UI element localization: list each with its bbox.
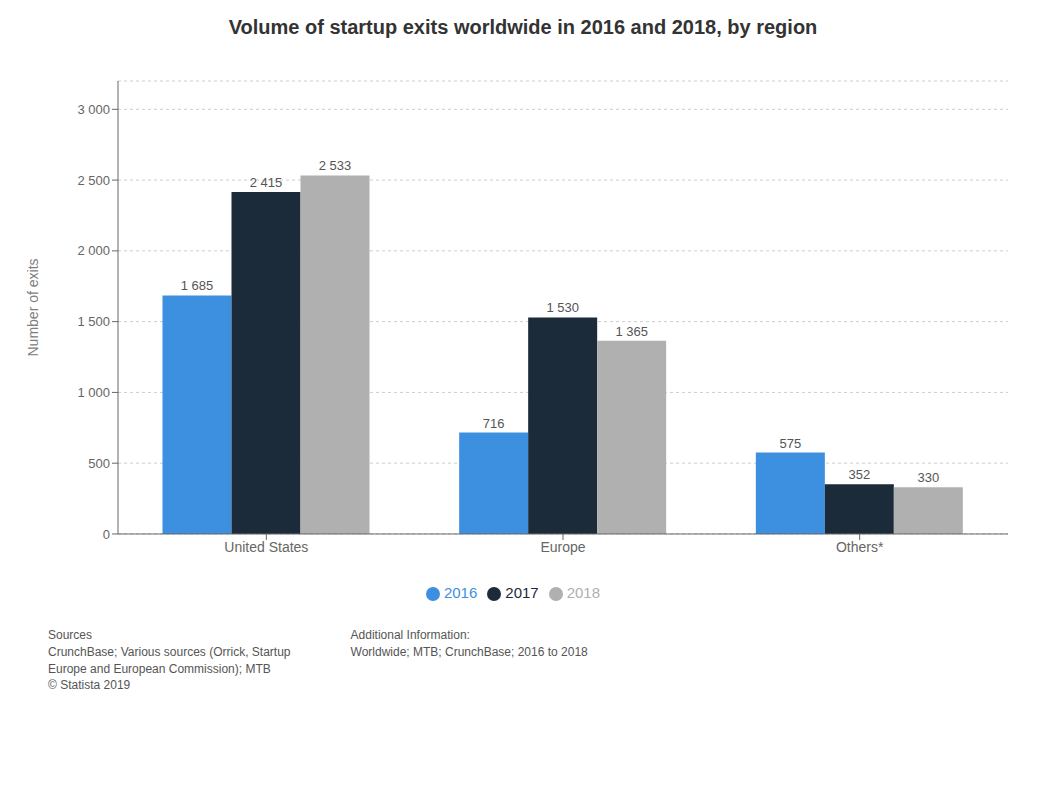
svg-text:1 000: 1 000 xyxy=(77,385,110,400)
html-text:Sources CrunchBase; Various so: Sources CrunchBase; Various sources (Orr… xyxy=(48,628,291,693)
svg-text:2 500: 2 500 xyxy=(77,173,110,188)
svg-text:1 685: 1 685 xyxy=(181,278,214,293)
svg-text:1 365: 1 365 xyxy=(615,324,648,339)
svg-text:2 415: 2 415 xyxy=(250,175,283,190)
svg-text:352: 352 xyxy=(848,467,870,482)
svg-text:Number of exits: Number of exits xyxy=(25,258,41,356)
svg-text:575: 575 xyxy=(779,436,801,451)
svg-text:Europe: Europe xyxy=(540,539,585,555)
svg-text:716: 716 xyxy=(483,416,505,431)
svg-text:United States: United States xyxy=(224,539,308,555)
svg-text:1 500: 1 500 xyxy=(77,314,110,329)
svg-text:Others*: Others* xyxy=(836,539,884,555)
html-text:2017: 2017 xyxy=(505,584,539,601)
svg-text:500: 500 xyxy=(88,456,110,471)
svg-text:2 000: 2 000 xyxy=(77,243,110,258)
svg-text:3 000: 3 000 xyxy=(77,102,110,117)
svg-text:1 530: 1 530 xyxy=(546,300,579,315)
svg-text:330: 330 xyxy=(917,470,939,485)
html-text:2016: 2016 xyxy=(443,584,478,601)
html-text:Volume of startup exits worldw: Volume of startup exits worldwide in 201… xyxy=(228,16,818,38)
svg-text:0: 0 xyxy=(103,527,110,542)
html-text:Additional Information: Worldw: Additional Information: Worldwide; MTB; … xyxy=(350,628,588,659)
svg-text:2 533: 2 533 xyxy=(319,158,352,173)
html-text:2018: 2018 xyxy=(566,584,601,601)
